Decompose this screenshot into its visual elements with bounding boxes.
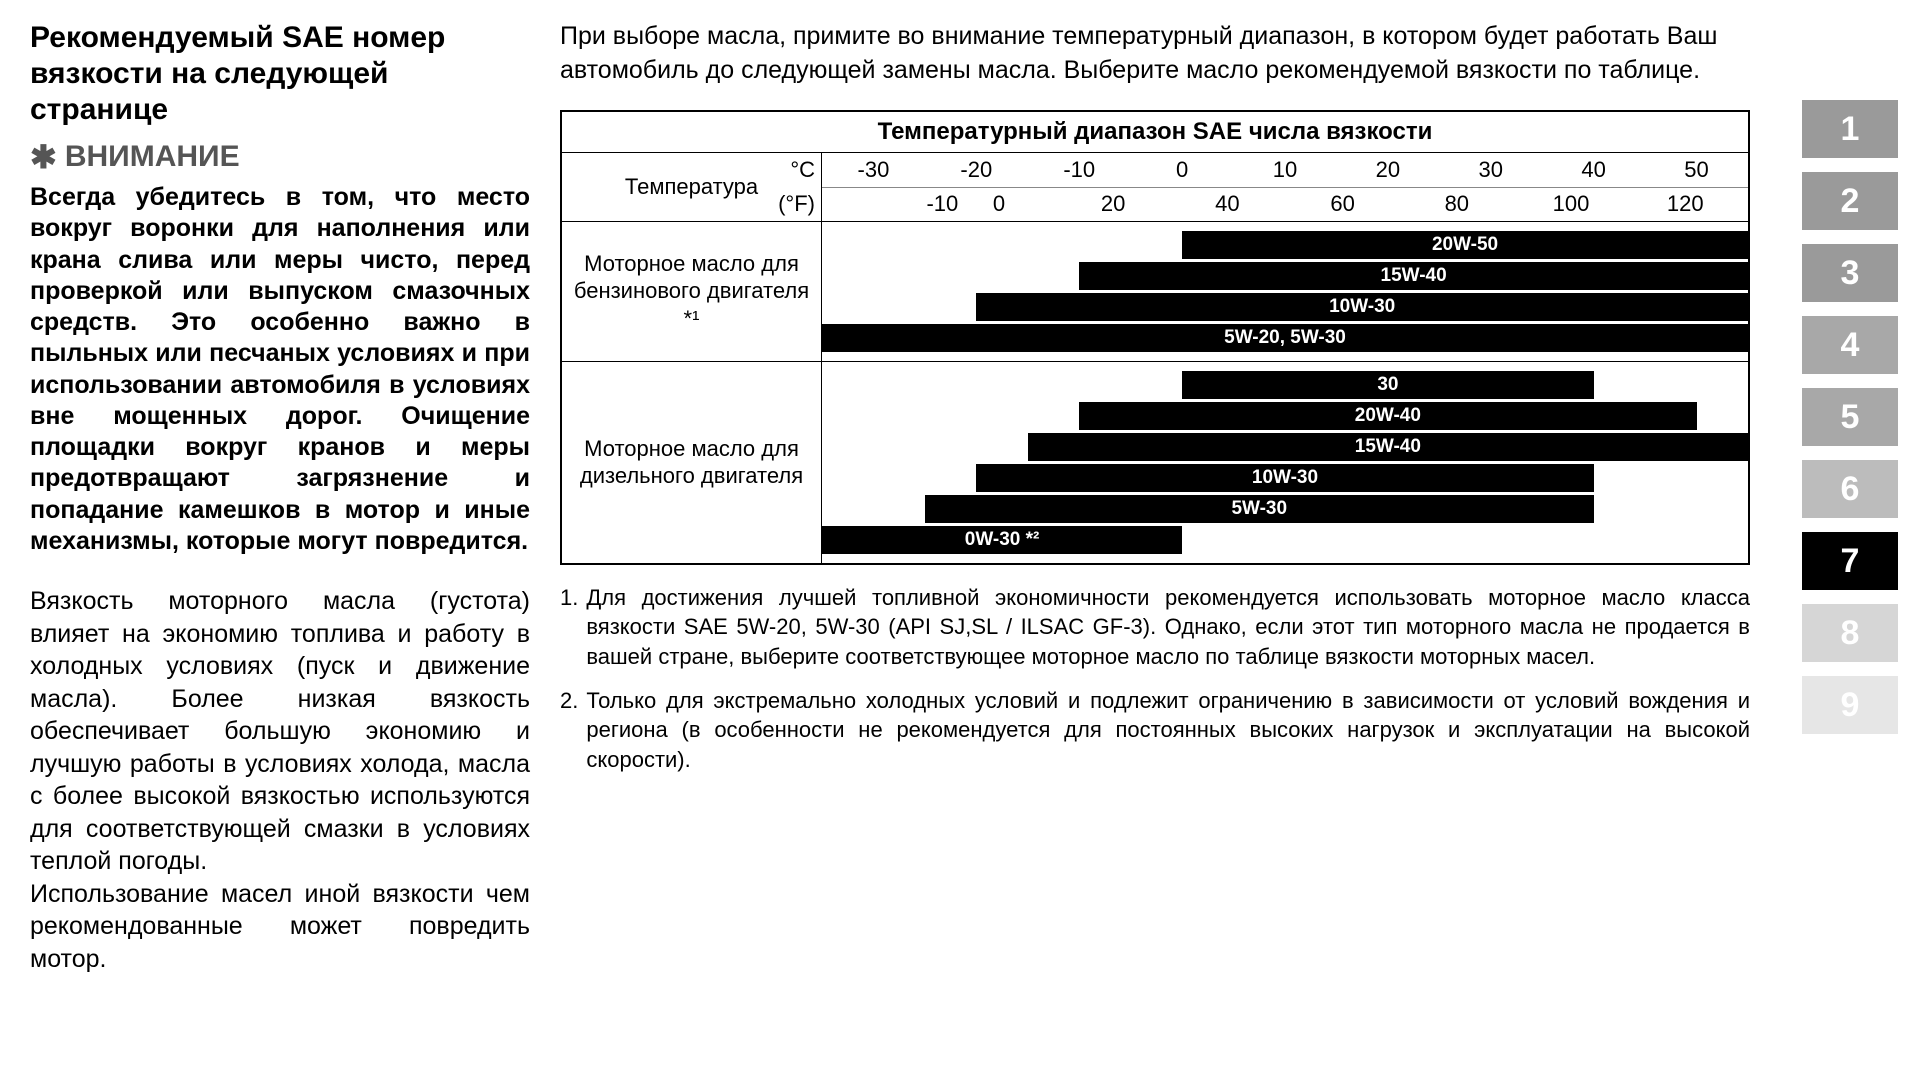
fahrenheit-tick: 80 [1445, 191, 1469, 217]
footnote: 2.Только для экстремально холодных услов… [560, 686, 1750, 775]
oil-sections: Моторное масло для бензинового двигателя… [562, 222, 1748, 563]
viscosity-bar: 30 [1182, 371, 1594, 399]
temperature-label-text: Температура [625, 174, 758, 200]
section-tab-1[interactable]: 1 [1802, 100, 1898, 158]
fahrenheit-tick: 120 [1667, 191, 1704, 217]
viscosity-bar: 5W-20, 5W-30 [822, 324, 1748, 352]
unit-celsius: °C [790, 157, 815, 183]
viscosity-chart: Температурный диапазон SAE числа вязкост… [560, 110, 1750, 565]
intro-paragraph: При выборе масла, примите во внимание те… [560, 20, 1750, 88]
fahrenheit-tick: 20 [1101, 191, 1125, 217]
footnote-number: 1. [560, 583, 578, 672]
attention-row: ✱ ВНИМАНИЕ [30, 138, 530, 176]
viscosity-bar: 10W-30 [976, 293, 1748, 321]
oil-section-label: Моторное масло для дизельного двигателя [562, 362, 822, 563]
section-tab-8[interactable]: 8 [1802, 604, 1898, 662]
fahrenheit-tick: -10 [926, 191, 958, 217]
section-tab-7[interactable]: 7 [1802, 532, 1898, 590]
oil-section: Моторное масло для дизельного двигателя3… [562, 362, 1748, 563]
fahrenheit-tick: 0 [993, 191, 1005, 217]
page: Рекомендуемый SAE номер вязкости на след… [0, 0, 1920, 1080]
viscosity-bar: 0W-30 *² [822, 526, 1182, 554]
celsius-tick: 50 [1684, 157, 1708, 183]
celsius-tick: -20 [960, 157, 992, 183]
celsius-tick: 10 [1273, 157, 1297, 183]
fahrenheit-tick: 100 [1553, 191, 1590, 217]
viscosity-paragraph-1: Вязкость моторного масла (густота) влияе… [30, 585, 530, 878]
section-tabs: 1 2 3 4 5 6 7 8 9 [1802, 100, 1898, 734]
asterisk-icon: ✱ [30, 138, 57, 176]
footnote-text: Только для экстремально холодных условий… [586, 686, 1750, 775]
fahrenheit-scale: -10 0 20 40 60 80 100 120 [822, 187, 1748, 221]
celsius-tick: 40 [1581, 157, 1605, 183]
chart-title: Температурный диапазон SAE числа вязкост… [562, 112, 1748, 153]
section-tab-2[interactable]: 2 [1802, 172, 1898, 230]
oil-section: Моторное масло для бензинового двигателя… [562, 222, 1748, 362]
attention-label: ВНИМАНИЕ [65, 140, 240, 174]
section-tab-3[interactable]: 3 [1802, 244, 1898, 302]
viscosity-bar: 10W-30 [976, 464, 1593, 492]
section-tab-6[interactable]: 6 [1802, 460, 1898, 518]
viscosity-bar: 15W-40 [1028, 433, 1748, 461]
footnote-text: Для достижения лучшей топливной экономич… [586, 583, 1750, 672]
fahrenheit-tick: 60 [1330, 191, 1354, 217]
oil-bars: 20W-50 15W-40 10W-30 5W-20, 5W-30 [822, 222, 1748, 361]
celsius-tick: -30 [858, 157, 890, 183]
temperature-label: Температура °C (°F) [562, 153, 822, 221]
viscosity-bar: 15W-40 [1079, 262, 1748, 290]
section-tab-9[interactable]: 9 [1802, 676, 1898, 734]
celsius-tick: -10 [1063, 157, 1095, 183]
celsius-tick: 30 [1479, 157, 1503, 183]
temperature-header-row: Температура °C (°F) -30-20-1001020304050… [562, 153, 1748, 222]
temperature-scale: -30-20-1001020304050 -10020406080100120 [822, 153, 1748, 221]
celsius-tick: 0 [1176, 157, 1188, 183]
celsius-tick: 20 [1376, 157, 1400, 183]
right-column: При выборе масла, примите во внимание те… [560, 20, 1890, 1060]
footnote-number: 2. [560, 686, 578, 775]
viscosity-bar: 20W-50 [1182, 231, 1748, 259]
warning-paragraph: Всегда убедитесь в том, что место вокруг… [30, 182, 530, 557]
viscosity-bar: 5W-30 [925, 495, 1594, 523]
fahrenheit-tick: 40 [1215, 191, 1239, 217]
section-tab-5[interactable]: 5 [1802, 388, 1898, 446]
page-heading: Рекомендуемый SAE номер вязкости на след… [30, 20, 530, 128]
oil-section-label: Моторное масло для бензинового двигателя… [562, 222, 822, 361]
unit-fahrenheit: (°F) [778, 191, 815, 217]
viscosity-bar: 20W-40 [1079, 402, 1696, 430]
section-tab-4[interactable]: 4 [1802, 316, 1898, 374]
footnote: 1.Для достижения лучшей топливной эконом… [560, 583, 1750, 672]
celsius-scale: -30 -20 -10 0 10 20 30 40 50 [822, 153, 1748, 187]
oil-bars: 30 20W-40 15W-40 10W-30 5W-30 0W-30 *² [822, 362, 1748, 563]
footnote-list: 1.Для достижения лучшей топливной эконом… [560, 583, 1750, 775]
viscosity-paragraph-2: Использование масел иной вязкости чем ре… [30, 878, 530, 976]
left-column: Рекомендуемый SAE номер вязкости на след… [30, 20, 530, 1060]
